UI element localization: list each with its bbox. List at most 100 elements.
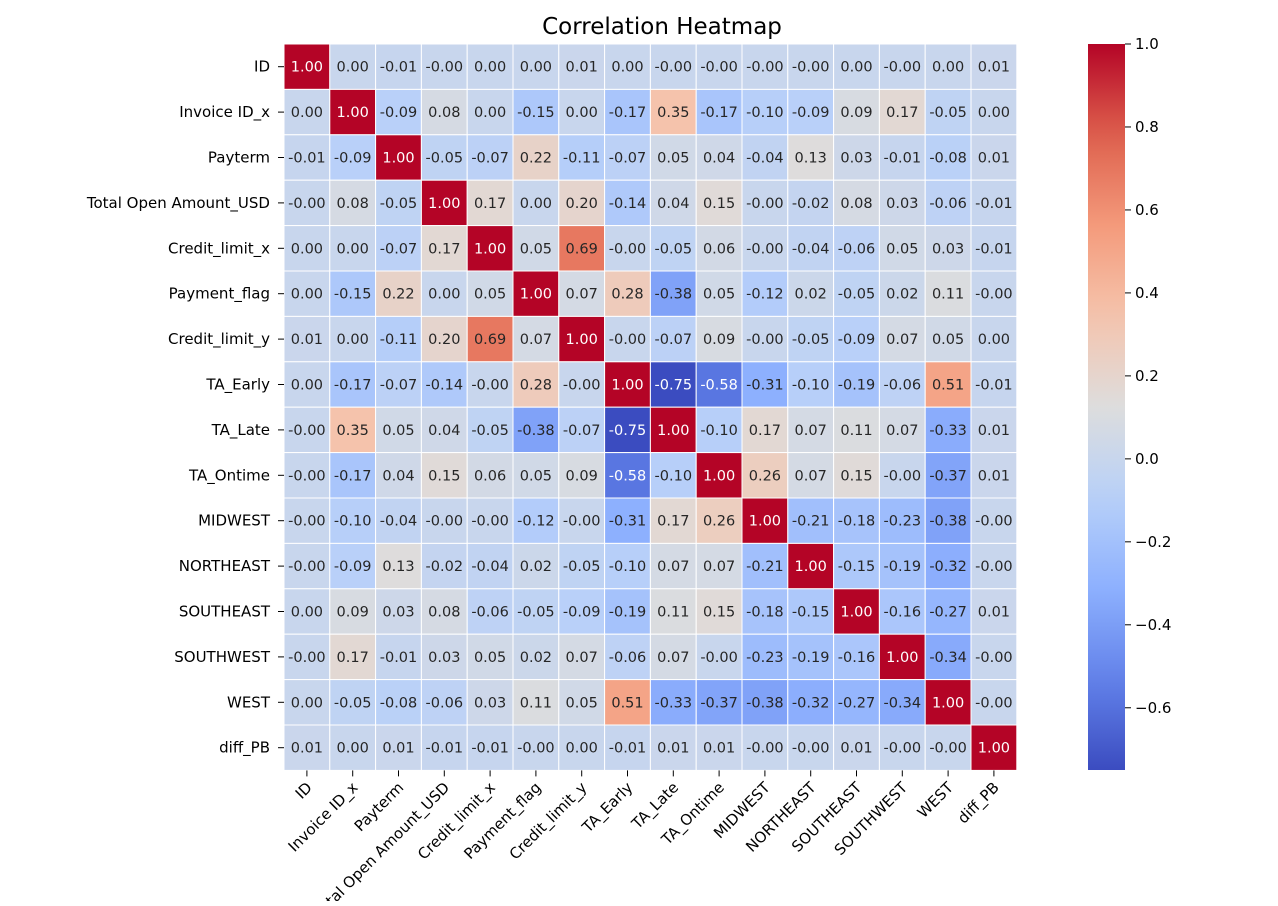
y-tick-label: diff_PB: [219, 739, 270, 758]
heatmap-cell-value: -0.00: [975, 514, 1013, 530]
heatmap-cell: [970, 225, 1018, 272]
heatmap-cell-value: -0.05: [792, 332, 830, 348]
heatmap-cell-value: -0.15: [838, 559, 876, 575]
heatmap-cell-value: -0.00: [746, 332, 784, 348]
heatmap-cell-value: -0.00: [426, 60, 464, 76]
x-tick-label: diff_PB: [954, 779, 1003, 828]
colorbar-gradient: [1088, 44, 1125, 770]
heatmap-cell-value: -0.00: [700, 60, 738, 76]
heatmap-cell: [375, 315, 422, 363]
heatmap-cell-value: -0.01: [288, 151, 326, 167]
heatmap-cell-value: -0.11: [563, 151, 601, 167]
heatmap-cell-value: 0.03: [886, 196, 918, 212]
heatmap-cell: [329, 679, 377, 726]
heatmap-cell-value: -0.00: [792, 60, 830, 76]
heatmap-cell-value: -0.00: [792, 741, 830, 757]
heatmap-cell-value: 0.05: [474, 650, 506, 666]
heatmap-cell: [695, 633, 743, 681]
heatmap-cell-value: 1.00: [474, 241, 506, 257]
heatmap-cell: [466, 270, 514, 317]
heatmap-cell-value: 0.02: [795, 287, 827, 303]
heatmap-cell-value: 0.26: [703, 514, 735, 530]
heatmap-cell-value: 0.03: [474, 695, 506, 711]
y-tick-label: WEST: [227, 693, 271, 711]
heatmap-cell-value: 0.22: [382, 287, 414, 303]
heatmap-cell-value: 0.15: [703, 605, 735, 621]
heatmap-cell-value: 0.06: [474, 468, 506, 484]
heatmap-cell-value: -0.02: [792, 196, 830, 212]
heatmap-cell: [970, 452, 1018, 499]
heatmap-cell-value: -0.05: [334, 695, 372, 711]
heatmap-cell: [741, 179, 789, 227]
heatmap-cell: [649, 361, 697, 408]
colorbar-tick-label: −0.6: [1135, 699, 1171, 717]
heatmap-cell-value: 0.05: [382, 423, 414, 439]
heatmap-cell-value: -0.00: [746, 60, 784, 76]
heatmap-cell-value: -0.00: [609, 332, 647, 348]
heatmap-cell-value: -0.05: [380, 196, 418, 212]
y-tick-label: TA_Ontime: [188, 466, 270, 485]
colorbar-tick-label: 1.0: [1135, 35, 1159, 53]
heatmap-cell: [466, 452, 514, 499]
heatmap-cell-value: 0.00: [291, 241, 323, 257]
heatmap-cell: [420, 406, 468, 454]
heatmap-cell-value: 0.69: [474, 332, 506, 348]
heatmap-cell-value: -0.09: [334, 559, 372, 575]
heatmap-cell-value: 0.04: [428, 423, 460, 439]
heatmap-cell-value: -0.04: [471, 559, 509, 575]
heatmap-cell: [878, 43, 926, 90]
heatmap-cell: [787, 43, 835, 90]
heatmap-cell-value: 1.00: [886, 650, 918, 666]
heatmap-cell-value: 0.07: [657, 650, 689, 666]
heatmap-cell-value: -0.07: [380, 241, 418, 257]
heatmap-cell: [741, 406, 789, 454]
heatmap-cell: [833, 633, 880, 681]
heatmap-cell: [604, 225, 651, 272]
heatmap-cell: [283, 679, 331, 726]
x-tick-label: WEST: [914, 778, 958, 822]
heatmap-cell: [558, 724, 606, 771]
heatmap-cell: [833, 679, 880, 726]
colorbar-tick-label: 0.0: [1135, 450, 1159, 468]
heatmap-cell-value: -0.16: [838, 650, 876, 666]
heatmap-cell-value: -0.23: [884, 514, 922, 530]
heatmap-cell-value: -0.21: [746, 559, 784, 575]
heatmap-cell-value: 0.00: [611, 60, 643, 76]
colorbar-tick-label: −0.4: [1135, 616, 1171, 634]
y-tick-label: NORTHEAST: [179, 557, 271, 575]
heatmap-cell: [878, 315, 926, 363]
heatmap-cell-value: -0.19: [884, 559, 922, 575]
heatmap-cell: [329, 225, 377, 272]
heatmap-cell: [375, 270, 422, 317]
heatmap-cell: [558, 179, 606, 227]
heatmap-cell-value: 0.05: [657, 151, 689, 167]
heatmap-cell-value: -0.10: [792, 378, 830, 394]
heatmap-cell-value: 1.00: [657, 423, 689, 439]
heatmap-cell-value: 0.09: [337, 605, 369, 621]
heatmap-cell-value: -0.00: [975, 650, 1013, 666]
heatmap-cell-value: 0.00: [474, 105, 506, 121]
heatmap-cell: [695, 361, 743, 408]
heatmap-cell: [283, 588, 331, 635]
heatmap-cell: [558, 270, 606, 317]
heatmap-cell: [375, 179, 422, 227]
heatmap-cell-value: -0.15: [792, 605, 830, 621]
heatmap-cell: [833, 225, 880, 272]
colorbar-tick-label: 0.4: [1135, 284, 1159, 302]
heatmap-cell: [970, 270, 1018, 317]
y-tick-label: Payterm: [208, 149, 270, 167]
heatmap-cell-value: -0.17: [334, 378, 372, 394]
heatmap-cell: [970, 633, 1018, 681]
heatmap-cell: [833, 452, 880, 499]
heatmap-cell-value: -0.01: [975, 241, 1013, 257]
heatmap-cell-value: 0.00: [566, 741, 598, 757]
heatmap-cell-value: -0.32: [929, 559, 967, 575]
heatmap-cell-value: -0.15: [334, 287, 372, 303]
heatmap-cell-value: -0.07: [563, 423, 601, 439]
heatmap-cell-value: 0.01: [978, 605, 1010, 621]
heatmap-cell-value: 0.07: [520, 332, 552, 348]
heatmap-cell: [604, 179, 651, 227]
heatmap-cell-value: -0.05: [471, 423, 509, 439]
heatmap-cell: [329, 270, 377, 317]
